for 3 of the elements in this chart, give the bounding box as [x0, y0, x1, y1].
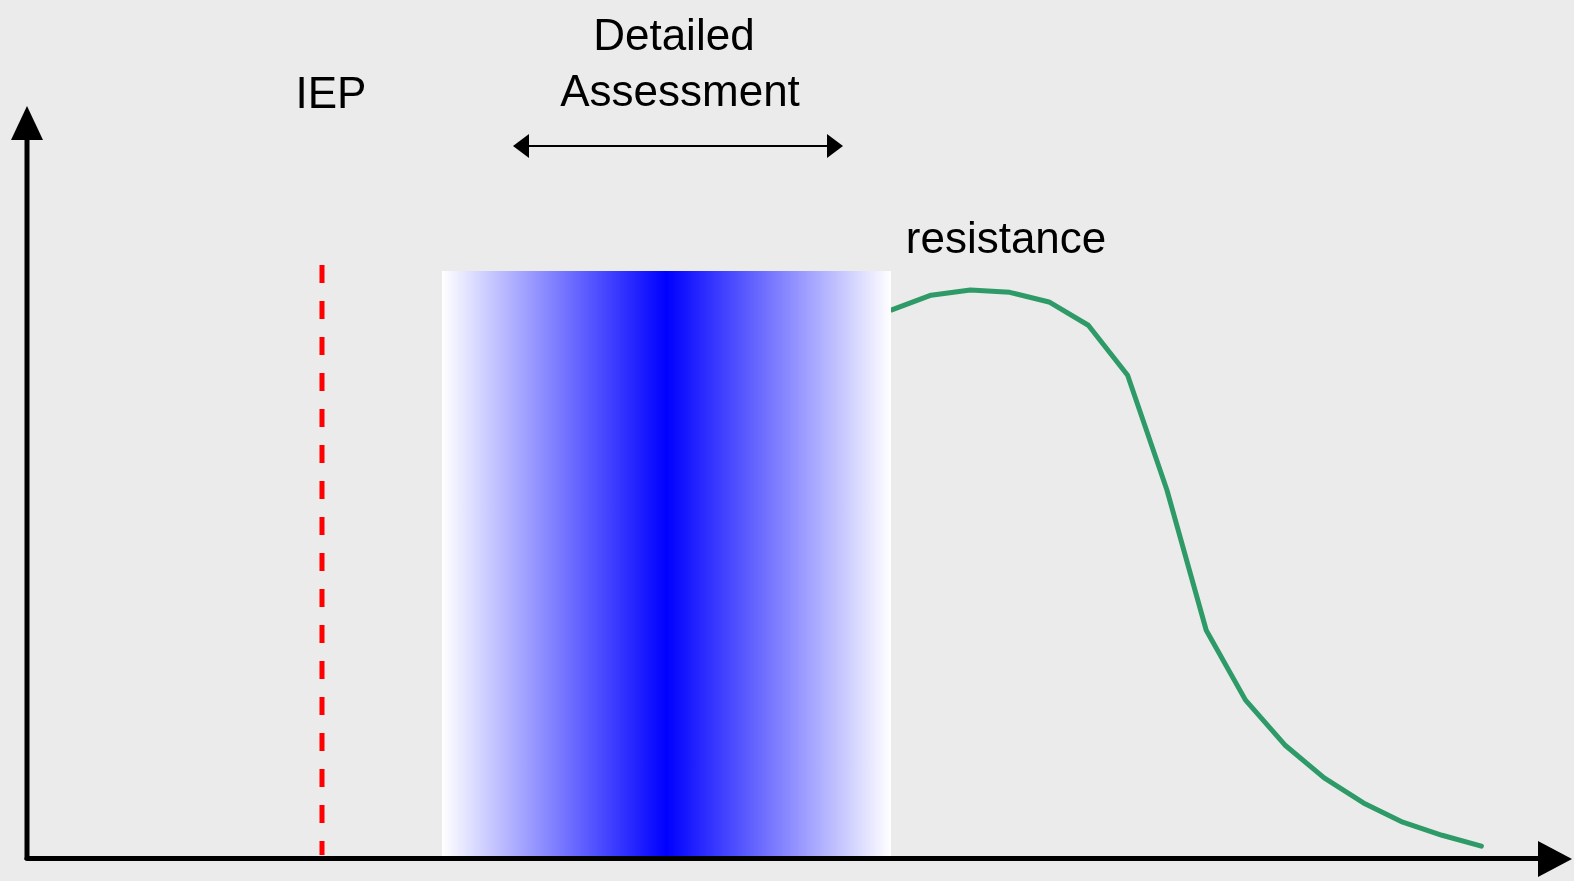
text: Detailed Assessment — [560, 9, 800, 115]
text: IEP — [295, 67, 367, 117]
series-label: resistance — [905, 213, 1107, 263]
